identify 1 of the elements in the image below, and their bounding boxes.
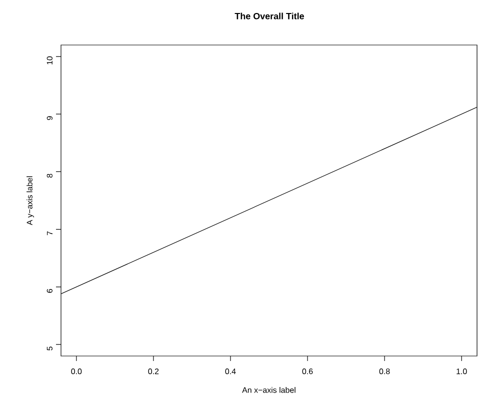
chart-title: The Overall Title bbox=[234, 12, 304, 20]
